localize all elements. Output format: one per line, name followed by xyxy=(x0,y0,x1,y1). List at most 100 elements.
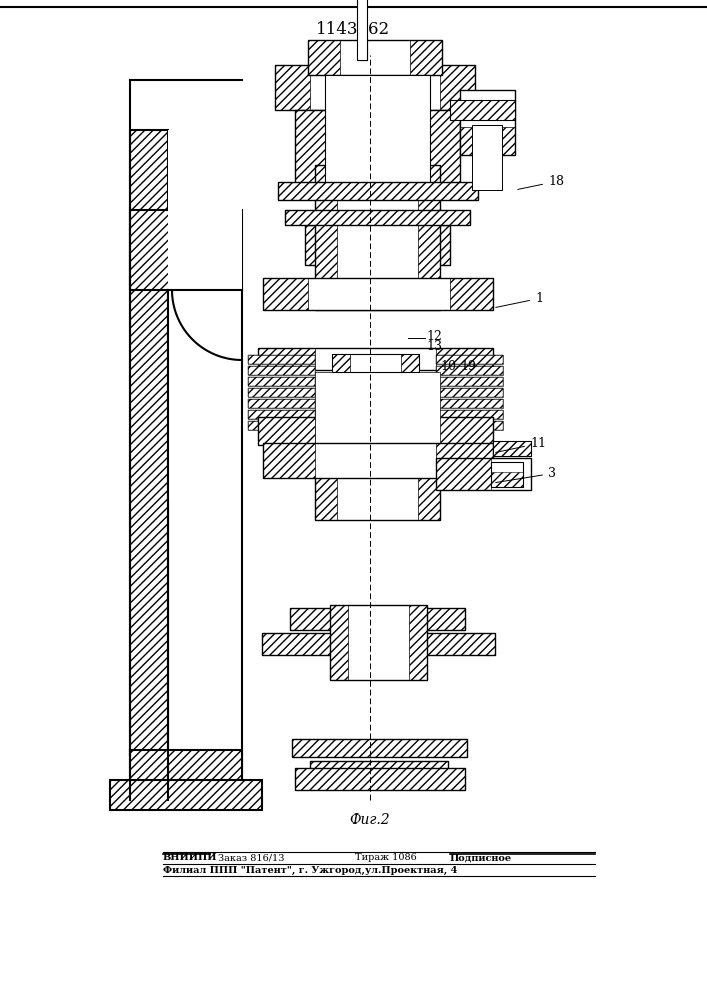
Text: 1143562: 1143562 xyxy=(316,21,390,38)
Text: Заказ 816/13: Заказ 816/13 xyxy=(218,854,284,862)
Bar xyxy=(422,225,450,265)
Bar xyxy=(450,100,515,120)
Bar xyxy=(248,421,315,430)
Bar xyxy=(263,278,308,310)
Bar xyxy=(436,421,503,430)
Bar xyxy=(168,130,242,500)
Bar xyxy=(330,605,348,680)
Bar xyxy=(493,441,531,456)
Bar xyxy=(248,399,315,408)
Bar xyxy=(436,417,493,445)
Bar xyxy=(292,739,467,757)
Bar xyxy=(450,100,515,120)
Bar xyxy=(130,750,242,800)
Bar xyxy=(491,472,523,487)
Bar xyxy=(263,278,493,310)
Bar xyxy=(430,110,460,195)
Bar xyxy=(275,65,475,110)
Bar xyxy=(248,366,315,375)
Bar xyxy=(450,278,493,310)
Bar xyxy=(436,366,503,375)
Bar xyxy=(248,410,315,419)
Bar xyxy=(436,388,503,397)
Bar xyxy=(357,0,367,60)
Bar xyxy=(436,399,503,408)
Bar xyxy=(436,355,503,364)
Bar xyxy=(248,388,315,397)
Bar xyxy=(130,130,168,755)
Bar xyxy=(358,40,367,60)
Bar xyxy=(262,633,495,655)
Bar xyxy=(436,388,503,397)
Bar xyxy=(436,355,503,364)
Bar xyxy=(410,40,442,75)
Bar xyxy=(295,110,460,195)
Bar xyxy=(436,410,503,419)
Bar xyxy=(262,633,495,655)
Bar xyxy=(332,354,350,372)
Bar xyxy=(295,768,465,790)
Bar xyxy=(310,761,448,775)
Bar xyxy=(308,40,340,75)
Text: 18: 18 xyxy=(518,175,564,189)
Bar xyxy=(436,421,503,430)
Bar xyxy=(460,90,515,155)
Bar xyxy=(290,608,465,630)
Bar xyxy=(248,410,315,419)
Bar xyxy=(248,355,315,364)
Bar xyxy=(460,127,515,155)
Bar xyxy=(292,739,467,757)
Bar xyxy=(258,417,315,445)
Bar xyxy=(315,165,337,310)
Bar xyxy=(110,780,262,810)
Bar xyxy=(130,130,168,755)
Bar xyxy=(436,377,503,386)
Text: Филиал ППП "Патент", г. Ужгород,ул.Проектная, 4: Филиал ППП "Патент", г. Ужгород,ул.Проек… xyxy=(163,865,457,875)
Text: 19: 19 xyxy=(460,360,476,372)
Text: Тираж 1086: Тираж 1086 xyxy=(355,854,416,862)
Bar xyxy=(258,417,493,445)
Bar xyxy=(130,210,242,290)
Text: 1: 1 xyxy=(496,292,543,307)
Bar xyxy=(263,443,493,478)
Bar xyxy=(248,388,315,397)
Bar xyxy=(295,768,465,790)
Text: ВНИИПИ: ВНИИПИ xyxy=(163,854,218,862)
Bar xyxy=(418,410,440,520)
Bar xyxy=(472,125,502,190)
Text: 10: 10 xyxy=(440,360,456,372)
Bar xyxy=(436,348,493,370)
Bar xyxy=(315,372,440,445)
Bar xyxy=(325,75,430,185)
Bar xyxy=(491,462,523,487)
Bar xyxy=(409,605,427,680)
Bar xyxy=(248,377,315,386)
Text: 12: 12 xyxy=(426,330,442,344)
Bar xyxy=(305,225,450,265)
Bar xyxy=(436,410,503,419)
Bar xyxy=(436,443,493,478)
Bar xyxy=(275,65,310,110)
Bar xyxy=(295,110,325,195)
Bar xyxy=(305,225,333,265)
Bar xyxy=(263,443,315,478)
Text: 11: 11 xyxy=(496,437,546,452)
Bar xyxy=(436,366,503,375)
Bar xyxy=(248,355,315,364)
Text: Фиг.2: Фиг.2 xyxy=(350,813,390,827)
Bar xyxy=(248,366,315,375)
Bar xyxy=(436,377,503,386)
Bar xyxy=(248,399,315,408)
Bar xyxy=(110,780,262,810)
Bar xyxy=(285,210,470,225)
Bar xyxy=(330,605,427,680)
Bar xyxy=(493,441,531,456)
Bar xyxy=(315,410,440,520)
Text: 13: 13 xyxy=(426,340,442,354)
Bar xyxy=(436,458,531,490)
Bar xyxy=(308,40,442,75)
Bar xyxy=(248,421,315,430)
Bar xyxy=(258,348,315,370)
Bar xyxy=(332,354,419,372)
Bar xyxy=(278,182,478,200)
